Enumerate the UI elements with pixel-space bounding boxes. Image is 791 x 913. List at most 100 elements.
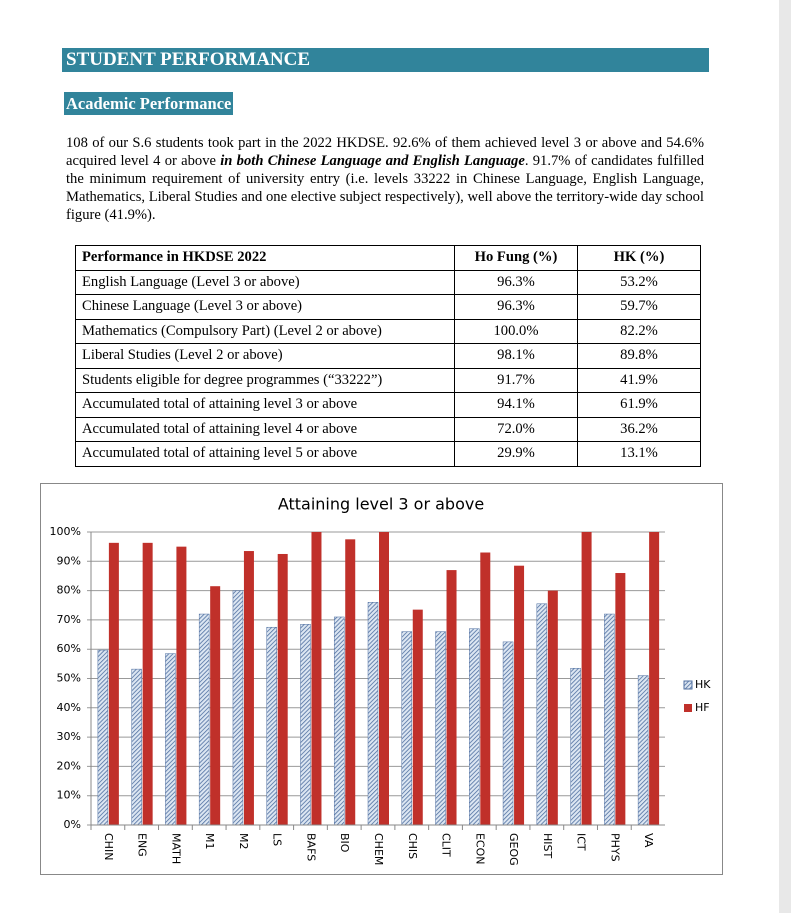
- bar: [480, 552, 491, 825]
- table-row: Accumulated total of attaining level 3 o…: [75, 392, 701, 418]
- x-tick-label: ECON: [473, 833, 486, 865]
- bar: [514, 565, 525, 825]
- x-tick-label: M2: [237, 833, 250, 850]
- table-row: Students eligible for degree programmes …: [75, 367, 701, 393]
- paragraph: 108 of our S.6 students took part in the…: [66, 134, 704, 224]
- text: 108 of our S.6 students took part in the…: [66, 135, 704, 169]
- x-tick-label: ICT: [575, 833, 588, 851]
- bar: [266, 626, 277, 826]
- subsection-header: Academic Performance: [64, 92, 234, 115]
- bar: [131, 668, 142, 826]
- chart: Attaining level 3 or above 0% 10% 20% 30% 40…: [50, 495, 712, 866]
- table-row: Liberal Studies (Level 2 or above) 98.1% 8…: [75, 343, 701, 369]
- table-cell: Liberal Studies (Level 2 or above): [75, 343, 455, 369]
- section-header: STUDENT PERFORMANCE: [62, 48, 709, 72]
- bar: [401, 631, 413, 826]
- bar: [367, 602, 379, 826]
- table-cell: 96.3%: [454, 294, 578, 320]
- table-cell: 96.3%: [454, 269, 578, 295]
- y-tick-label: 30%: [57, 730, 81, 743]
- table-row: Accumulated total of attaining level 5 o…: [75, 441, 701, 467]
- bar: [108, 542, 119, 825]
- bar: [502, 641, 514, 826]
- table-cell: Mathematics (Compulsory Part) (Level 2 o…: [75, 318, 455, 344]
- emphasis: in both Chinese Language and English Lan…: [220, 153, 525, 169]
- table-cell: Accumulated total of attaining level 3 o…: [75, 392, 455, 418]
- y-tick-label: 20%: [57, 759, 81, 772]
- bar: [198, 613, 210, 826]
- table-cell: 91.7%: [454, 367, 578, 393]
- table-cell: 29.9%: [454, 441, 578, 467]
- bar: [311, 532, 322, 825]
- table-cell: 94.1%: [454, 392, 578, 418]
- table-cell: Performance in HKDSE 2022: [75, 245, 455, 271]
- bar: [547, 590, 558, 825]
- text: . 91.7% of candidates fulfilled the mini…: [66, 153, 704, 223]
- table-row: Mathematics (Compulsory Part) (Level 2 o…: [75, 318, 701, 344]
- bar: [412, 609, 423, 825]
- bar: [536, 603, 548, 826]
- bar: [300, 624, 311, 826]
- legend-label: HF: [695, 701, 710, 714]
- table-cell: 41.9%: [577, 367, 701, 393]
- y-tick-label: 70%: [57, 613, 81, 626]
- x-tick-label: ENG: [136, 833, 149, 857]
- bar: [570, 667, 581, 826]
- legend-swatch: [684, 704, 692, 712]
- x-tick-label: M1: [203, 833, 216, 850]
- table-cell: Chinese Language (Level 3 or above): [75, 294, 455, 320]
- bar: [469, 628, 480, 826]
- x-tick-label: BIO: [338, 833, 351, 853]
- x-tick-label: VA: [642, 833, 655, 848]
- chart-title: Attaining level 3 or above: [278, 495, 484, 514]
- x-tick-label: BAFS: [304, 833, 317, 861]
- x-tick-label: LS: [271, 833, 284, 846]
- table-row: Performance in HKDSE 2022 Ho Fung (%) HK (…: [75, 245, 701, 271]
- y-tick-label: 50%: [57, 672, 81, 685]
- table-cell: 82.2%: [577, 318, 701, 344]
- bar: [615, 573, 626, 825]
- y-tick-label: 60%: [57, 642, 81, 655]
- performance-table: Performance in HKDSE 2022 Ho Fung (%) HK (…: [75, 245, 701, 467]
- table-cell: 61.9%: [577, 392, 701, 418]
- x-tick-label: PHYS: [608, 833, 621, 862]
- table-cell: 72.0%: [454, 416, 578, 442]
- chart-frame: Attaining level 3 or above 0% 10% 20% 30% 40…: [40, 483, 723, 875]
- bar: [232, 590, 244, 826]
- bar: [277, 553, 288, 825]
- x-tick-label: HIST: [541, 833, 554, 858]
- table-cell: 98.1%: [454, 343, 578, 369]
- table-cell: English Language (Level 3 or above): [75, 269, 455, 295]
- table-cell: Students eligible for degree programmes …: [75, 367, 455, 393]
- bar: [345, 539, 356, 825]
- table-cell: Accumulated total of attaining level 4 o…: [75, 416, 455, 442]
- table-row: Chinese Language (Level 3 or above) 96.3%…: [75, 294, 701, 320]
- x-tick-label: CHIN: [102, 833, 115, 860]
- y-tick-label: 10%: [57, 789, 81, 802]
- bar: [210, 586, 221, 825]
- legend-swatch: [683, 680, 693, 690]
- table-cell: 36.2%: [577, 416, 701, 442]
- y-tick-label: 80%: [57, 584, 81, 597]
- bar: [165, 653, 176, 826]
- table-cell: HK (%): [577, 245, 701, 271]
- table-cell: 100.0%: [454, 318, 578, 344]
- table-cell: 13.1%: [577, 441, 701, 467]
- y-tick-label: 40%: [57, 701, 81, 714]
- x-tick-label: GEOG: [507, 833, 520, 866]
- bar: [97, 649, 109, 826]
- table-cell: 59.7%: [577, 294, 701, 320]
- x-tick-label: MATH: [169, 833, 182, 864]
- table-cell: Accumulated total of attaining level 5 o…: [75, 441, 455, 467]
- x-tick-label: CHEM: [372, 833, 385, 865]
- bar: [649, 532, 660, 825]
- table-row: Accumulated total of attaining level 4 o…: [75, 416, 701, 442]
- table-cell: 89.8%: [577, 343, 701, 369]
- bar: [333, 616, 345, 826]
- bar: [604, 613, 615, 826]
- scrollbar: [779, 0, 791, 913]
- y-tick-label: 0%: [64, 818, 81, 831]
- y-tick-label: 100%: [50, 525, 81, 538]
- bar: [435, 631, 446, 826]
